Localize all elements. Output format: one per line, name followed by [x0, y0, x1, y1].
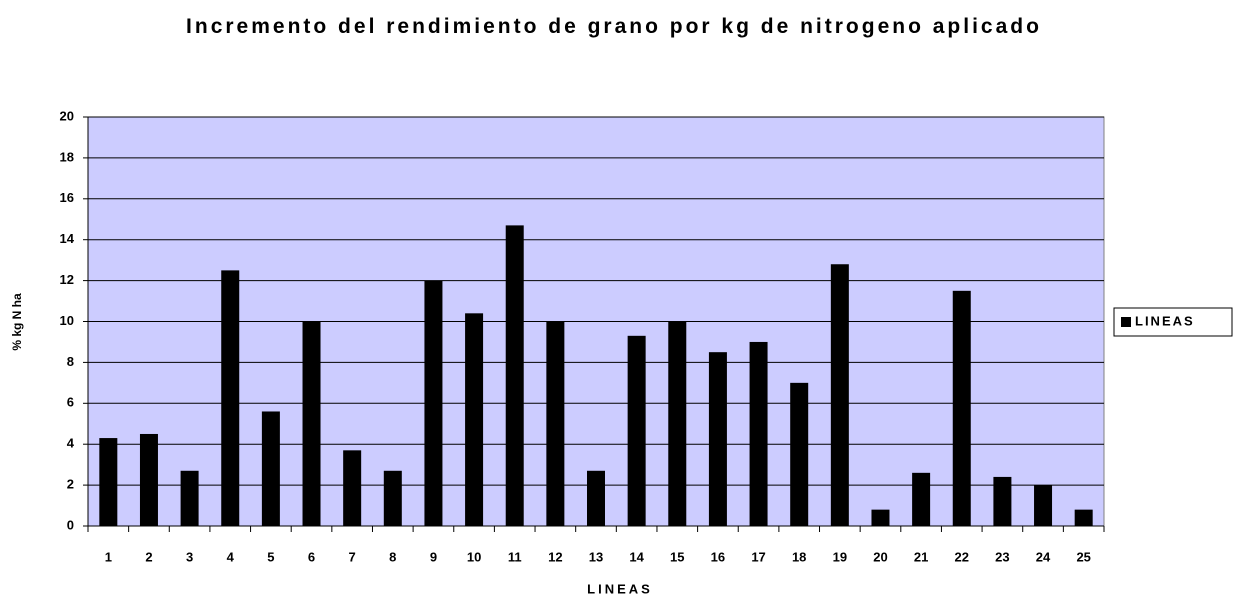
x-tick-label: 2 [145, 549, 152, 564]
y-tick-label: 12 [60, 272, 74, 287]
x-tick-label: 18 [792, 549, 806, 564]
bar [871, 509, 890, 526]
bar [465, 313, 484, 526]
x-tick-label: 12 [548, 549, 562, 564]
bar [1074, 509, 1093, 526]
x-axis-label: LINEAS [587, 581, 653, 596]
y-tick-label: 14 [60, 231, 75, 246]
x-tick-label: 11 [508, 549, 522, 564]
bar [139, 433, 158, 526]
x-tick-label: 25 [1076, 549, 1090, 564]
bar [302, 321, 321, 526]
x-tick-label: 13 [589, 549, 603, 564]
x-tick-label: 1 [105, 549, 112, 564]
bar [1034, 485, 1053, 526]
y-tick-label: 0 [67, 517, 74, 532]
x-tick-label: 22 [955, 549, 969, 564]
bar [546, 321, 565, 526]
bar [587, 470, 605, 526]
y-tick-label: 16 [60, 190, 74, 205]
x-tick-label: 7 [349, 549, 356, 564]
bar [830, 264, 849, 526]
bar [993, 476, 1012, 526]
bar [505, 225, 524, 526]
y-tick-label: 18 [60, 149, 74, 164]
y-tick-label: 4 [67, 436, 75, 451]
bar [343, 450, 362, 526]
bar [627, 335, 646, 526]
bar [180, 470, 199, 526]
bar [424, 280, 443, 526]
y-tick-label: 20 [60, 108, 74, 123]
legend-box [1113, 307, 1233, 337]
x-tick-label: 9 [430, 549, 437, 564]
x-tick-label: 24 [1036, 549, 1051, 564]
x-tick-label: 8 [389, 549, 396, 564]
y-tick-label: 8 [67, 354, 74, 369]
x-tick-label: 14 [629, 549, 644, 564]
x-tick-label: 17 [751, 549, 765, 564]
bar [708, 352, 727, 526]
x-tick-label: 16 [711, 549, 725, 564]
x-tick-label: 21 [914, 549, 928, 564]
bar [261, 411, 280, 526]
x-tick-label: 19 [833, 549, 847, 564]
x-tick-label: 15 [670, 549, 684, 564]
y-tick-label: 6 [67, 395, 74, 410]
x-tick-label: 5 [267, 549, 274, 564]
x-tick-label: 4 [227, 549, 235, 564]
x-tick-label: 6 [308, 549, 315, 564]
bar [383, 470, 402, 526]
x-tick-label: 10 [467, 549, 481, 564]
x-tick-label: 20 [873, 549, 887, 564]
bar [790, 382, 809, 526]
bar [668, 321, 687, 526]
chart-title: Incremento del rendimiento de grano por … [186, 15, 1042, 38]
bar [952, 290, 971, 526]
y-axis-label: % kg N ha [10, 293, 24, 351]
legend-label: LINEAS [1135, 313, 1195, 328]
bar [221, 270, 240, 526]
x-tick-label: 3 [186, 549, 193, 564]
y-tick-label: 2 [67, 477, 74, 492]
x-tick-label: 23 [995, 549, 1009, 564]
bar [912, 472, 931, 526]
bar [99, 438, 118, 526]
legend-swatch [1121, 317, 1131, 327]
bar [749, 341, 768, 526]
y-tick-label: 10 [60, 313, 74, 328]
